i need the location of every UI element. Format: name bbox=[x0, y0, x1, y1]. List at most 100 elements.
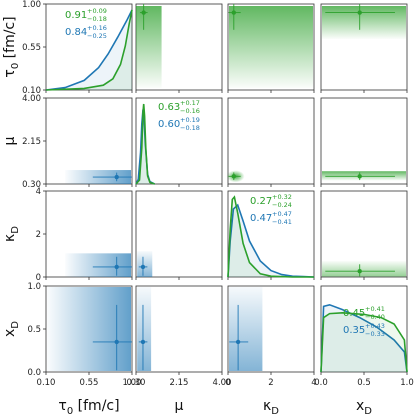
density-blue bbox=[65, 253, 131, 277]
posterior-line-green bbox=[320, 311, 408, 373]
estimate-median: 0.60 bbox=[158, 119, 180, 130]
panel-frame bbox=[320, 97, 408, 185]
estimate-median: 0.27 bbox=[250, 196, 272, 207]
estimate-minus: −0.18 bbox=[180, 124, 200, 132]
estimate-minus: −0.40 bbox=[365, 313, 385, 321]
posterior-fill-blue bbox=[228, 205, 314, 277]
x-tick-label: 2.15 bbox=[170, 378, 189, 388]
median-marker bbox=[231, 174, 237, 179]
x-tick-label: 1.00 bbox=[123, 378, 142, 388]
median-marker bbox=[231, 10, 237, 15]
density-green bbox=[229, 6, 313, 88]
y-tick-label: 0.5 bbox=[27, 325, 41, 335]
panel-frame bbox=[320, 285, 408, 373]
estimate-plus: +0.16 bbox=[87, 24, 107, 32]
y-tick-label: 0.55 bbox=[22, 43, 41, 53]
estimate-plus: +0.43 bbox=[365, 322, 385, 330]
estimate-minus: −0.24 bbox=[272, 201, 292, 209]
posterior-fill-blue bbox=[321, 304, 407, 372]
median-marker bbox=[140, 264, 146, 270]
estimate-median: 0.91 bbox=[65, 10, 87, 21]
x-tick-label: 0.30 bbox=[127, 378, 146, 388]
y-tick-label: 0.30 bbox=[22, 180, 41, 190]
y-tick-label: 1.0 bbox=[27, 282, 41, 292]
estimate-median: 0.45 bbox=[343, 308, 365, 319]
estimate-median: 0.47 bbox=[250, 213, 272, 224]
axis-symbol: μ bbox=[2, 136, 18, 145]
panel-frame bbox=[227, 190, 315, 278]
median-marker bbox=[235, 339, 241, 345]
posterior-line-green bbox=[227, 195, 314, 278]
x-tick-label: 2 bbox=[268, 378, 273, 388]
posterior-fill-green bbox=[228, 197, 314, 277]
y-tick-label: 0.0 bbox=[27, 368, 41, 378]
x-tick-label: 0.10 bbox=[37, 378, 56, 388]
estimate-plus: +0.09 bbox=[87, 7, 107, 15]
x-tick-label: 0.0 bbox=[314, 378, 328, 388]
estimate-plus: +0.41 bbox=[365, 305, 385, 313]
axis-symbol: κ bbox=[2, 234, 18, 242]
density-blue bbox=[47, 287, 131, 371]
density-blue bbox=[137, 287, 152, 371]
posterior-fill-green bbox=[321, 312, 407, 372]
density-green bbox=[322, 171, 406, 181]
axis-subscript: 0 bbox=[67, 406, 73, 415]
x-axis-label: μ bbox=[175, 398, 184, 414]
y-axis-label: μ bbox=[2, 136, 18, 145]
estimate-minus: −0.18 bbox=[87, 15, 107, 23]
posterior-line-blue bbox=[45, 9, 133, 91]
posterior-fill-blue bbox=[46, 10, 132, 90]
y-axis-label: κD bbox=[2, 226, 21, 242]
x-tick-label: 4.00 bbox=[213, 378, 232, 388]
median-marker bbox=[141, 10, 146, 15]
density-green bbox=[136, 6, 162, 88]
panel-frame bbox=[227, 97, 315, 185]
axis-symbol: κ bbox=[263, 398, 271, 414]
estimate-minus: −0.41 bbox=[272, 218, 292, 226]
median-marker bbox=[114, 264, 119, 270]
posterior-fill-green bbox=[46, 10, 132, 90]
axis-unit: [fm/c] bbox=[73, 398, 119, 414]
axis-unit: [fm/c] bbox=[2, 16, 18, 62]
median-marker bbox=[140, 339, 146, 345]
axis-symbol: τ bbox=[2, 69, 18, 77]
axis-subscript: D bbox=[271, 406, 279, 415]
median-marker bbox=[114, 339, 119, 345]
estimate-plus: +0.47 bbox=[272, 210, 292, 218]
density-green bbox=[322, 260, 406, 277]
panel-frame bbox=[135, 97, 223, 185]
axis-subscript: D bbox=[364, 406, 372, 415]
axis-symbol: x bbox=[2, 329, 18, 337]
axis-symbol: x bbox=[356, 398, 364, 414]
y-tick-label: 2.15 bbox=[22, 137, 41, 147]
median-marker bbox=[114, 174, 119, 180]
y-tick-label: 0 bbox=[36, 273, 41, 283]
estimate-median: 0.35 bbox=[343, 325, 365, 336]
axis-symbol: τ bbox=[58, 398, 66, 414]
y-tick-label: 2 bbox=[36, 230, 41, 240]
axis-subscript: 0 bbox=[10, 63, 21, 69]
axis-subscript: D bbox=[10, 226, 21, 234]
density-green bbox=[322, 6, 406, 39]
density-blue bbox=[137, 251, 153, 277]
y-axis-label: τ0 [fm/c] bbox=[2, 16, 21, 77]
y-tick-label: 4 bbox=[36, 187, 41, 197]
y-tick-label: 1.00 bbox=[22, 0, 41, 10]
estimate-plus: +0.19 bbox=[180, 116, 200, 124]
estimate-minus: −0.25 bbox=[87, 32, 107, 40]
x-tick-label: 4 bbox=[311, 378, 316, 388]
median-marker bbox=[357, 10, 362, 15]
estimate-minus: −0.33 bbox=[365, 330, 385, 338]
x-tick-label: 1.0 bbox=[400, 378, 414, 388]
estimate-plus: +0.17 bbox=[180, 99, 200, 107]
y-axis-label: xD bbox=[2, 321, 21, 337]
x-tick-label: 0.5 bbox=[357, 378, 371, 388]
density-blue bbox=[229, 287, 263, 371]
posterior-line-green bbox=[45, 9, 133, 91]
estimate-minus: −0.16 bbox=[180, 107, 200, 115]
y-tick-label: 4.00 bbox=[22, 94, 41, 104]
median-marker bbox=[357, 174, 362, 179]
estimate-plus: +0.32 bbox=[272, 193, 292, 201]
x-tick-label: 0.55 bbox=[80, 378, 99, 388]
